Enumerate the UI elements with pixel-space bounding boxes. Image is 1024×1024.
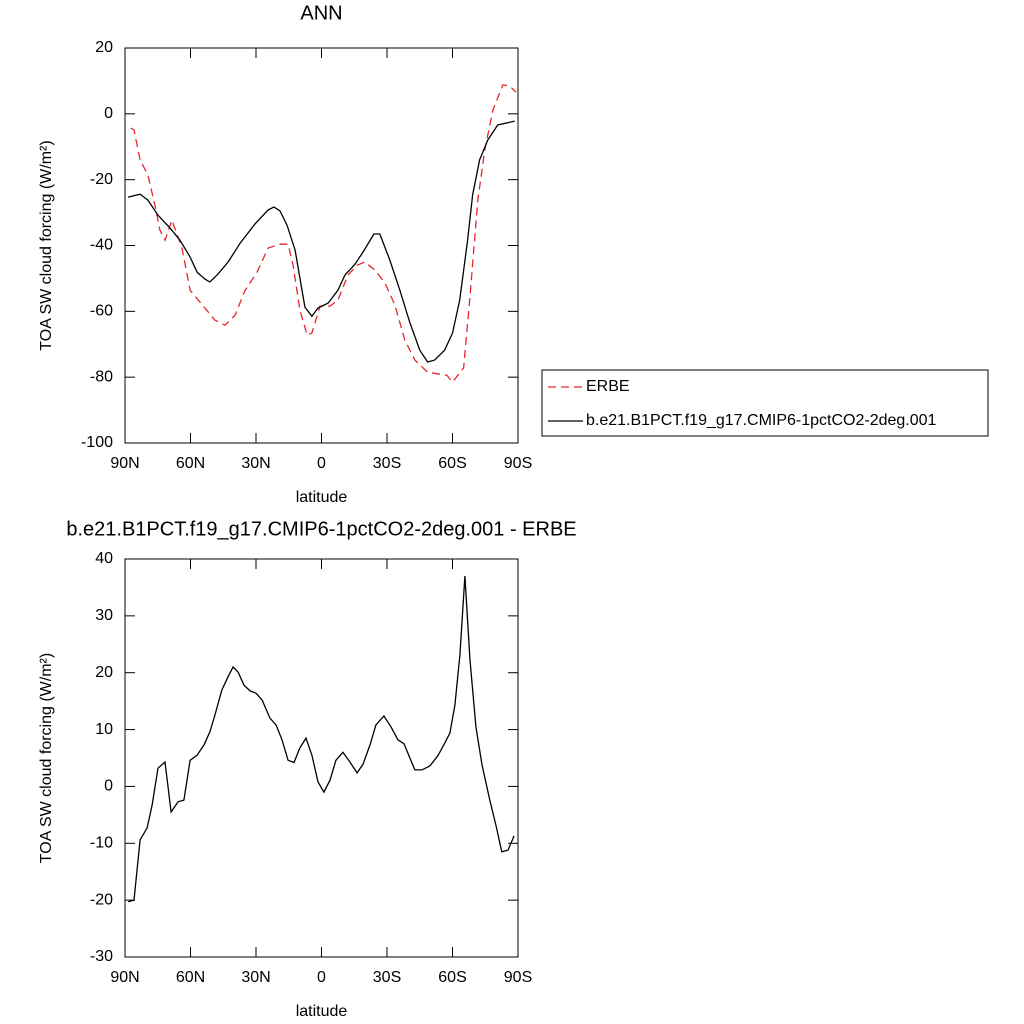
y-tick-label: 20 (95, 664, 113, 681)
x-tick-label: 30S (373, 969, 401, 986)
y-tick-label: 30 (95, 607, 113, 624)
y-tick-label: -60 (90, 303, 113, 320)
x-tick-label: 30N (241, 969, 270, 986)
x-tick-label: 0 (317, 455, 326, 472)
chart-title: ANN (300, 2, 342, 24)
y-tick-label: 10 (95, 721, 113, 738)
y-tick-label: 20 (95, 39, 113, 56)
plot-frame (124, 47, 519, 444)
y-axis-label: TOA SW cloud forcing (W/m²) (38, 653, 55, 863)
y-tick-label: -20 (90, 171, 113, 188)
y-tick-label: -20 (90, 891, 113, 908)
y-tick-label: -10 (90, 835, 113, 852)
series-line (127, 120, 515, 363)
x-tick-label: 30S (373, 455, 401, 472)
y-tick-label: -100 (81, 434, 113, 451)
series-line (130, 84, 517, 384)
series-line (127, 576, 515, 903)
plot-frame (124, 558, 519, 958)
x-tick-label: 90N (110, 455, 139, 472)
x-tick-label: 0 (317, 969, 326, 986)
legend-label: b.e21.B1PCT.f19_g17.CMIP6-1pctCO2-2deg.0… (586, 412, 937, 429)
y-tick-label: 0 (104, 778, 113, 795)
y-tick-label: 40 (95, 550, 113, 567)
x-tick-label: 30N (241, 455, 270, 472)
x-axis-label: latitude (296, 1003, 348, 1020)
legend-label: ERBE (586, 378, 630, 395)
y-tick-label: 0 (104, 105, 113, 122)
x-tick-label: 60N (176, 969, 205, 986)
chart-title: b.e21.B1PCT.f19_g17.CMIP6-1pctCO2-2deg.0… (66, 518, 576, 540)
x-tick-label: 60N (176, 455, 205, 472)
x-axis-label: latitude (296, 489, 348, 506)
x-tick-label: 90N (110, 969, 139, 986)
x-tick-label: 90S (504, 455, 532, 472)
y-tick-label: -30 (90, 948, 113, 965)
x-tick-label: 60S (438, 455, 466, 472)
x-tick-label: 90S (504, 969, 532, 986)
x-tick-label: 60S (438, 969, 466, 986)
legend-box (541, 369, 989, 437)
y-tick-label: -80 (90, 368, 113, 385)
y-axis-label: TOA SW cloud forcing (W/m²) (38, 140, 55, 350)
y-tick-label: -40 (90, 237, 113, 254)
